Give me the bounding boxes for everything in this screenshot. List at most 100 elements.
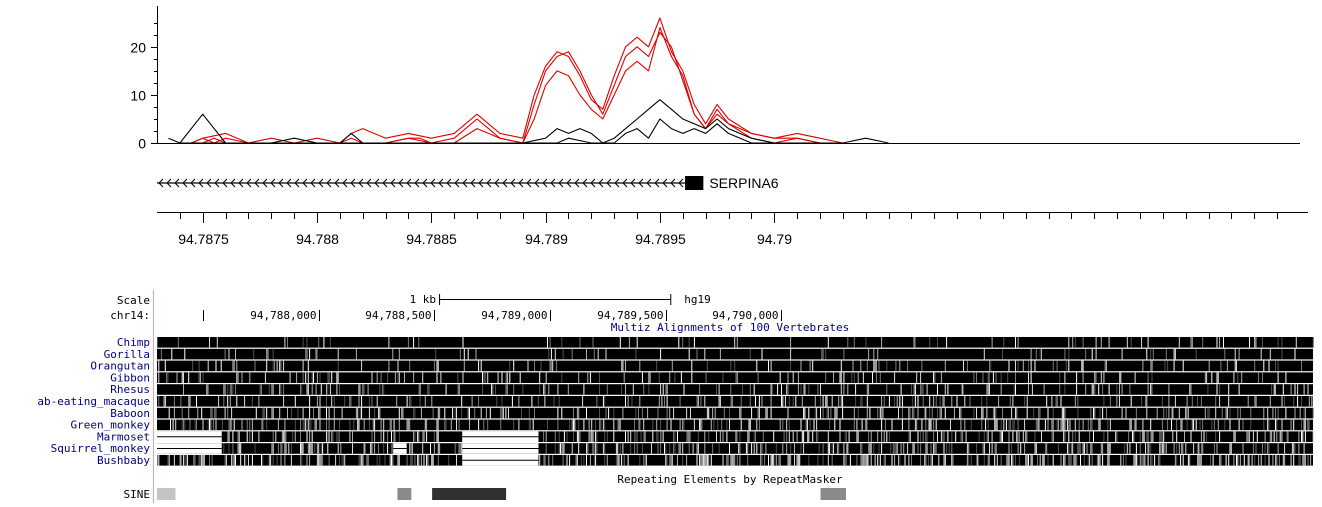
alignment-mismatch: [860, 455, 862, 466]
gene-exon: [685, 176, 704, 190]
alignment-mismatch: [669, 455, 671, 466]
strand-arrow: [462, 178, 468, 188]
alignment-mismatch: [817, 431, 819, 442]
alignment-mismatch: [1070, 455, 1072, 466]
alignment-mismatch: [687, 431, 689, 442]
alignment-mismatch: [1094, 372, 1096, 383]
strand-arrow: [286, 178, 292, 188]
alignment-mismatch: [545, 431, 547, 442]
repeat-element-block: [820, 488, 846, 500]
alignment-mismatch: [833, 372, 834, 383]
alignment-mismatch: [444, 419, 446, 431]
alignment-mismatch: [1085, 384, 1087, 395]
alignment-mismatch: [636, 431, 638, 442]
alignment-mismatch: [1182, 443, 1184, 454]
alignment-mismatch: [1039, 407, 1041, 419]
alignment-mismatch: [380, 431, 382, 442]
alignment-mismatch: [853, 419, 855, 431]
alignment-mismatch: [501, 407, 503, 419]
alignment-mismatch: [843, 348, 845, 360]
alignment-mismatch: [418, 384, 420, 395]
alignment-mismatch: [1228, 396, 1230, 407]
alignment-mismatch: [302, 360, 304, 372]
alignment-mismatch: [363, 419, 365, 431]
alignment-mismatch: [215, 407, 217, 419]
alignment-mismatch: [562, 455, 564, 466]
alignment-mismatch: [964, 396, 966, 407]
alignment-mismatch: [492, 384, 494, 395]
alignment-mismatch: [383, 419, 385, 431]
alignment-mismatch: [173, 396, 175, 407]
alignment-mismatch: [456, 419, 457, 431]
alignment-mismatch: [921, 419, 923, 431]
alignment-mismatch: [1116, 431, 1118, 442]
alignment-mismatch: [1015, 360, 1016, 372]
alignment-mismatch: [1171, 419, 1172, 431]
alignment-mismatch: [539, 384, 541, 395]
alignment-mismatch: [1035, 348, 1037, 360]
alignment-mismatch: [1180, 419, 1182, 431]
alignment-mismatch: [973, 372, 975, 383]
alignment-mismatch: [361, 396, 363, 407]
alignment-mismatch: [229, 396, 231, 407]
alignment-mismatch: [566, 431, 568, 442]
alignment-mismatch: [1012, 455, 1014, 466]
alignment-mismatch: [583, 384, 585, 395]
alignment-mismatch: [1276, 419, 1278, 431]
alignment-mismatch: [951, 431, 953, 442]
alignment-mismatch: [311, 372, 313, 383]
alignment-mismatch: [943, 396, 945, 407]
alignment-mismatch: [662, 384, 664, 395]
alignment-mismatch: [1022, 360, 1024, 372]
alignment-mismatch: [1281, 419, 1283, 431]
alignment-mismatch: [682, 419, 684, 431]
alignment-mismatch: [989, 455, 990, 466]
alignment-mismatch: [201, 455, 203, 466]
alignment-mismatch: [1128, 431, 1130, 442]
alignment-mismatch: [422, 443, 424, 454]
alignment-mismatch: [786, 384, 788, 395]
alignment-mismatch: [1268, 419, 1270, 431]
species-label: Green_monkey: [71, 419, 151, 432]
alignment-mismatch: [1082, 372, 1084, 383]
alignment-mismatch: [422, 431, 424, 442]
alignment-mismatch: [933, 419, 935, 431]
species-label: Gibbon: [110, 371, 150, 384]
alignment-mismatch: [1102, 443, 1104, 454]
alignment-mismatch: [690, 407, 691, 419]
strand-arrow: [646, 178, 652, 188]
alignment-mismatch: [700, 455, 702, 466]
alignment-mismatch: [1011, 443, 1013, 454]
alignment-mismatch: [665, 443, 667, 454]
alignment-mismatch: [267, 348, 269, 360]
alignment-mismatch: [1202, 443, 1204, 454]
alignment-mismatch: [1034, 360, 1036, 372]
alignment-mismatch: [946, 337, 948, 348]
alignment-mismatch: [1249, 337, 1250, 348]
alignment-mismatch: [877, 455, 879, 466]
alignment-mismatch: [1215, 396, 1217, 407]
alignment-mismatch: [678, 443, 680, 454]
alignment-mismatch: [329, 337, 331, 348]
alignment-mismatch: [251, 419, 253, 431]
alignment-mismatch: [1034, 431, 1036, 442]
alignment-mismatch: [1025, 455, 1027, 466]
alignment-mismatch: [290, 455, 292, 466]
alignment-mismatch: [316, 443, 318, 454]
alignment-mismatch: [1165, 443, 1167, 454]
alignment-mismatch: [544, 455, 546, 466]
alignment-mismatch: [1284, 455, 1286, 466]
alignment-mismatch: [704, 348, 706, 360]
alignment-mismatch: [251, 431, 253, 442]
alignment-mismatch: [1000, 384, 1002, 395]
alignment-mismatch: [1176, 419, 1178, 431]
alignment-mismatch: [361, 360, 363, 372]
alignment-mismatch: [883, 431, 885, 442]
alignment-mismatch: [309, 431, 311, 442]
alignment-mismatch: [1087, 419, 1089, 431]
alignment-mismatch: [232, 384, 234, 395]
alignment-mismatch: [1197, 455, 1198, 466]
alignment-mismatch: [961, 431, 963, 442]
alignment-mismatch: [888, 431, 890, 442]
strand-arrow: [454, 178, 460, 188]
